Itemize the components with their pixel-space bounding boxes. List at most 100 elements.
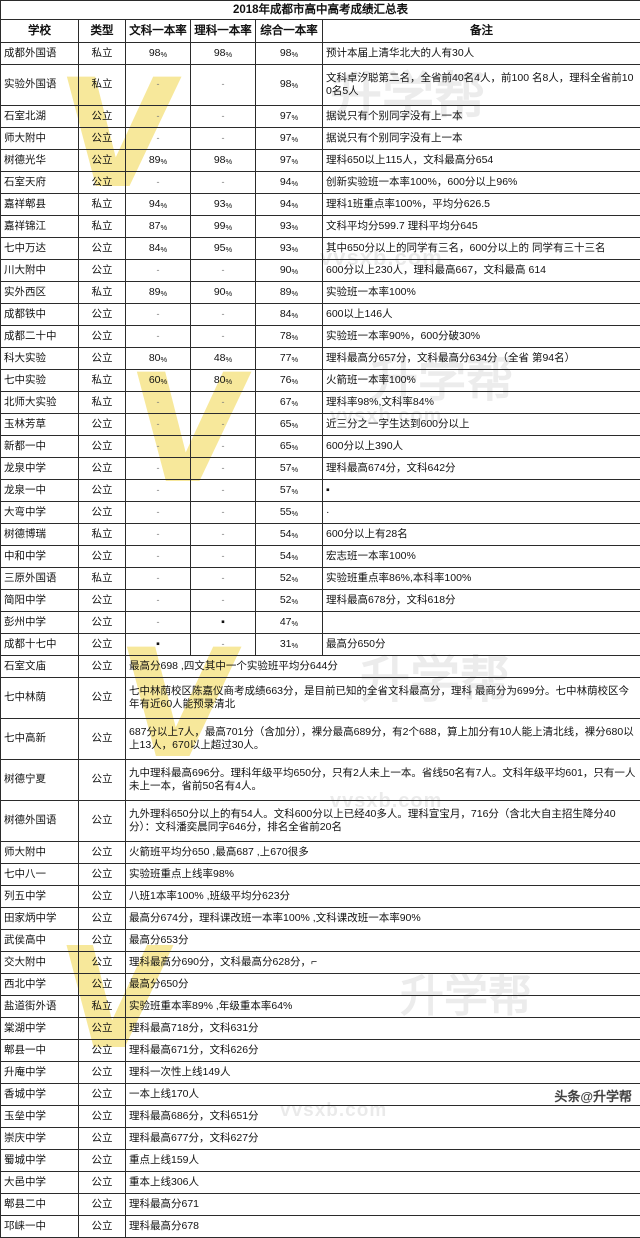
cell-wenke-rate: - — [126, 128, 191, 150]
percent-value: 89% — [149, 154, 167, 166]
cell-note-merged: 实验班重点上线率98% — [126, 864, 640, 886]
percent-value: 57% — [280, 462, 298, 474]
cell-note-merged: 理科最高分678 — [126, 1216, 640, 1238]
cell-wenke-rate: - — [126, 436, 191, 458]
cell-type: 公立 — [79, 678, 126, 719]
empty-dash: - — [157, 485, 160, 495]
cell-note-merged: 七中林荫校区陈嘉仪商考成绩663分，是目前已知的全省文科最高分，理科 最商分为6… — [126, 678, 640, 719]
percent-value: 98% — [280, 47, 298, 59]
cell-type: 公立 — [79, 801, 126, 842]
column-header-zonghe: 综合一本率 — [256, 20, 323, 43]
cell-wenke-rate: - — [126, 106, 191, 128]
cell-type: 公立 — [79, 634, 126, 656]
cell-like-rate: 99% — [191, 216, 256, 238]
cell-school: 武侯高中 — [1, 930, 79, 952]
percent-value: 95% — [214, 242, 232, 254]
percent-value: 67% — [280, 396, 298, 408]
cell-note: 近三分之一字生达到600分以上 — [323, 414, 640, 436]
cell-type: 公立 — [79, 1128, 126, 1150]
cell-wenke-rate: - — [126, 260, 191, 282]
page-title: 2018年成都市高中高考成绩汇总表 — [1, 1, 640, 20]
cell-like-rate: 98% — [191, 150, 256, 172]
cell-school: 龙泉一中 — [1, 480, 79, 502]
percent-value: 94% — [280, 198, 298, 210]
cell-note-merged: 理科一次性上线149人 — [126, 1062, 640, 1084]
table-row: 树德外国语公立九外理科650分以上的有54人。文科600分以上已经40多人。理科… — [1, 801, 640, 842]
table-row: 玉垒中学公立理科最高686分，文科651分 — [1, 1106, 640, 1128]
table-row: 北师大实验私立--67%理科率98%,文科率84% — [1, 392, 640, 414]
cell-zonghe-rate: 57% — [256, 458, 323, 480]
cell-note: 火箭班一本率100% — [323, 370, 640, 392]
cell-zonghe-rate: 65% — [256, 436, 323, 458]
empty-dash: - — [157, 265, 160, 275]
cell-zonghe-rate: 94% — [256, 172, 323, 194]
cell-school: 七中万达 — [1, 238, 79, 260]
cell-wenke-rate: - — [126, 414, 191, 436]
cell-like-rate: 48% — [191, 348, 256, 370]
cell-note: 据说只有个别同字没有上一本 — [323, 106, 640, 128]
cell-like-rate: - — [191, 502, 256, 524]
table-row: 简阳中学公立--52%理科最高678分，文科618分 — [1, 590, 640, 612]
cell-type: 公立 — [79, 546, 126, 568]
cell-type: 公立 — [79, 106, 126, 128]
empty-dash: - — [222, 397, 225, 407]
table-row: 石室北湖公立--97%据说只有个别同字没有上一本 — [1, 106, 640, 128]
cell-note: 600分以上有28名 — [323, 524, 640, 546]
table-row: 师大附中公立--97%据说只有个别同字没有上一本 — [1, 128, 640, 150]
cell-note: 600以上146人 — [323, 304, 640, 326]
percent-value: 52% — [280, 572, 298, 584]
table-row: 龙泉中学公立--57%理科最高674分，文科642分 — [1, 458, 640, 480]
percent-value: 89% — [280, 286, 298, 298]
cell-like-rate: - — [191, 326, 256, 348]
cell-note-merged: 九中理科最高696分。理科年级平均650分，只有2人未上一本。省线50名有7人。… — [126, 760, 640, 801]
cell-note-merged: 一本上线170人 — [126, 1084, 640, 1106]
table-row: 成都十七中公立▪-31%最高分650分 — [1, 634, 640, 656]
table-row: 石室文庙公立最高分698 ,四文其中一个实验班平均分644分 — [1, 656, 640, 678]
percent-value: 94% — [280, 176, 298, 188]
cell-type: 公立 — [79, 326, 126, 348]
empty-dash: - — [222, 639, 225, 649]
empty-dash: - — [222, 111, 225, 121]
cell-zonghe-rate: 93% — [256, 216, 323, 238]
cell-note-merged: 八班1本率100% ,班级平均分623分 — [126, 886, 640, 908]
cell-like-rate: - — [191, 524, 256, 546]
cell-wenke-rate: ▪ — [126, 634, 191, 656]
cell-type: 私立 — [79, 194, 126, 216]
cell-wenke-rate: - — [126, 172, 191, 194]
cell-type: 公立 — [79, 930, 126, 952]
cell-note-merged: 理科最高686分，文科651分 — [126, 1106, 640, 1128]
percent-value: 94% — [149, 198, 167, 210]
cell-like-rate: - — [191, 436, 256, 458]
cell-school: 列五中学 — [1, 886, 79, 908]
cell-type: 公立 — [79, 612, 126, 634]
cell-zonghe-rate: 65% — [256, 414, 323, 436]
cell-zonghe-rate: 52% — [256, 568, 323, 590]
cell-school: 石室文庙 — [1, 656, 79, 678]
cell-zonghe-rate: 54% — [256, 546, 323, 568]
table-row: 彭州中学公立-▪47% — [1, 612, 640, 634]
percent-value: 90% — [280, 264, 298, 276]
table-row: 树德博瑞私立--54%600分以上有28名 — [1, 524, 640, 546]
cell-school: 成都十七中 — [1, 634, 79, 656]
cell-like-rate: 98% — [191, 43, 256, 65]
cell-wenke-rate: 60% — [126, 370, 191, 392]
percent-value: 98% — [214, 47, 232, 59]
cell-note: 文科平均分599.7 理科平均分645 — [323, 216, 640, 238]
cell-school: 七中八一 — [1, 864, 79, 886]
cell-note-merged: 最高分698 ,四文其中一个实验班平均分644分 — [126, 656, 640, 678]
empty-dash: - — [157, 617, 160, 627]
cell-zonghe-rate: 54% — [256, 524, 323, 546]
cell-note: 理科最高分657分，文科最高分634分（全省 第94名） — [323, 348, 640, 370]
cell-zonghe-rate: 77% — [256, 348, 323, 370]
empty-dash: - — [222, 331, 225, 341]
table-row: 石室天府公立--94%创新实验班一本率100%，600分以上96% — [1, 172, 640, 194]
cell-wenke-rate: 98% — [126, 43, 191, 65]
cell-school: 升庵中学 — [1, 1062, 79, 1084]
table-row: 树德宁夏公立九中理科最高696分。理科年级平均650分，只有2人未上一本。省线5… — [1, 760, 640, 801]
empty-dash: - — [222, 551, 225, 561]
cell-note: 宏志班一本率100% — [323, 546, 640, 568]
cell-type: 公立 — [79, 908, 126, 930]
